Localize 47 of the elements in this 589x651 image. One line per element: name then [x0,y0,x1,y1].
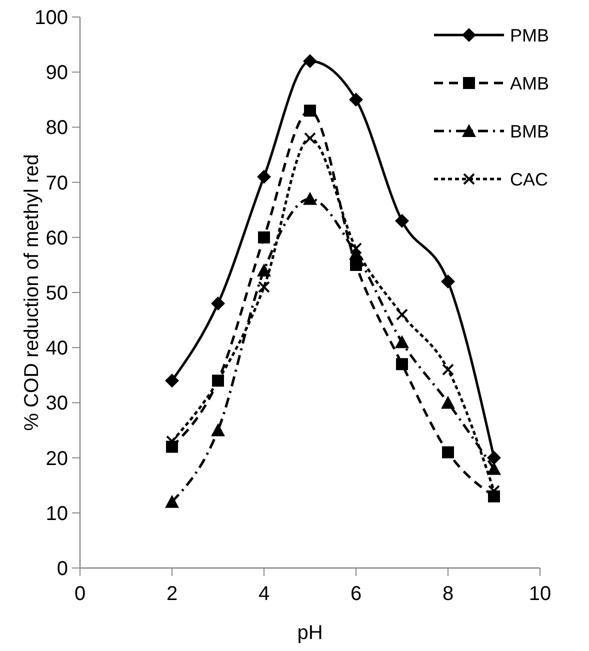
y-tick-label: 0 [56,558,68,580]
point [487,462,501,475]
point [349,92,363,107]
y-tick-label: 70 [46,172,68,194]
point [258,280,270,293]
point [441,274,455,288]
x-tick-label: 2 [166,583,178,605]
x-tick-label: 8 [442,583,454,605]
point [395,335,409,348]
y-tick-label: 20 [46,448,68,470]
point [441,396,455,409]
point [165,374,179,388]
x-tick-label: 10 [528,583,552,605]
point [396,308,408,321]
point [303,192,317,205]
point [304,132,316,144]
x-axis-title: pH [297,622,323,644]
point [165,494,179,508]
point [257,170,271,184]
legend-label: BMB [510,121,550,142]
point [304,104,316,117]
point [258,231,270,244]
legend-label: CAC [510,169,548,190]
point [442,364,454,376]
point [396,358,408,370]
y-tick-label: 90 [46,62,68,84]
y-tick-label: 40 [46,338,68,360]
point [487,450,501,465]
point [350,242,362,254]
x-tick-label: 0 [74,583,86,605]
y-axis-title: % COD reduction of methyl red [21,154,43,431]
point [303,54,317,68]
legend-label: AMB [510,73,550,94]
y-tick-label: 50 [46,282,68,304]
x-tick-label: 4 [258,583,270,605]
point [395,214,409,228]
y-tick-label: 10 [46,502,68,525]
y-tick-label: 100 [34,7,68,29]
y-tick-label: 30 [46,392,68,415]
point [257,263,271,276]
legend-label: PMB [510,25,550,46]
x-tick-label: 6 [350,583,362,605]
point [442,446,454,458]
point [211,296,225,311]
y-tick-label: 60 [46,227,68,250]
y-tick-label: 80 [46,117,68,140]
point [211,423,225,436]
